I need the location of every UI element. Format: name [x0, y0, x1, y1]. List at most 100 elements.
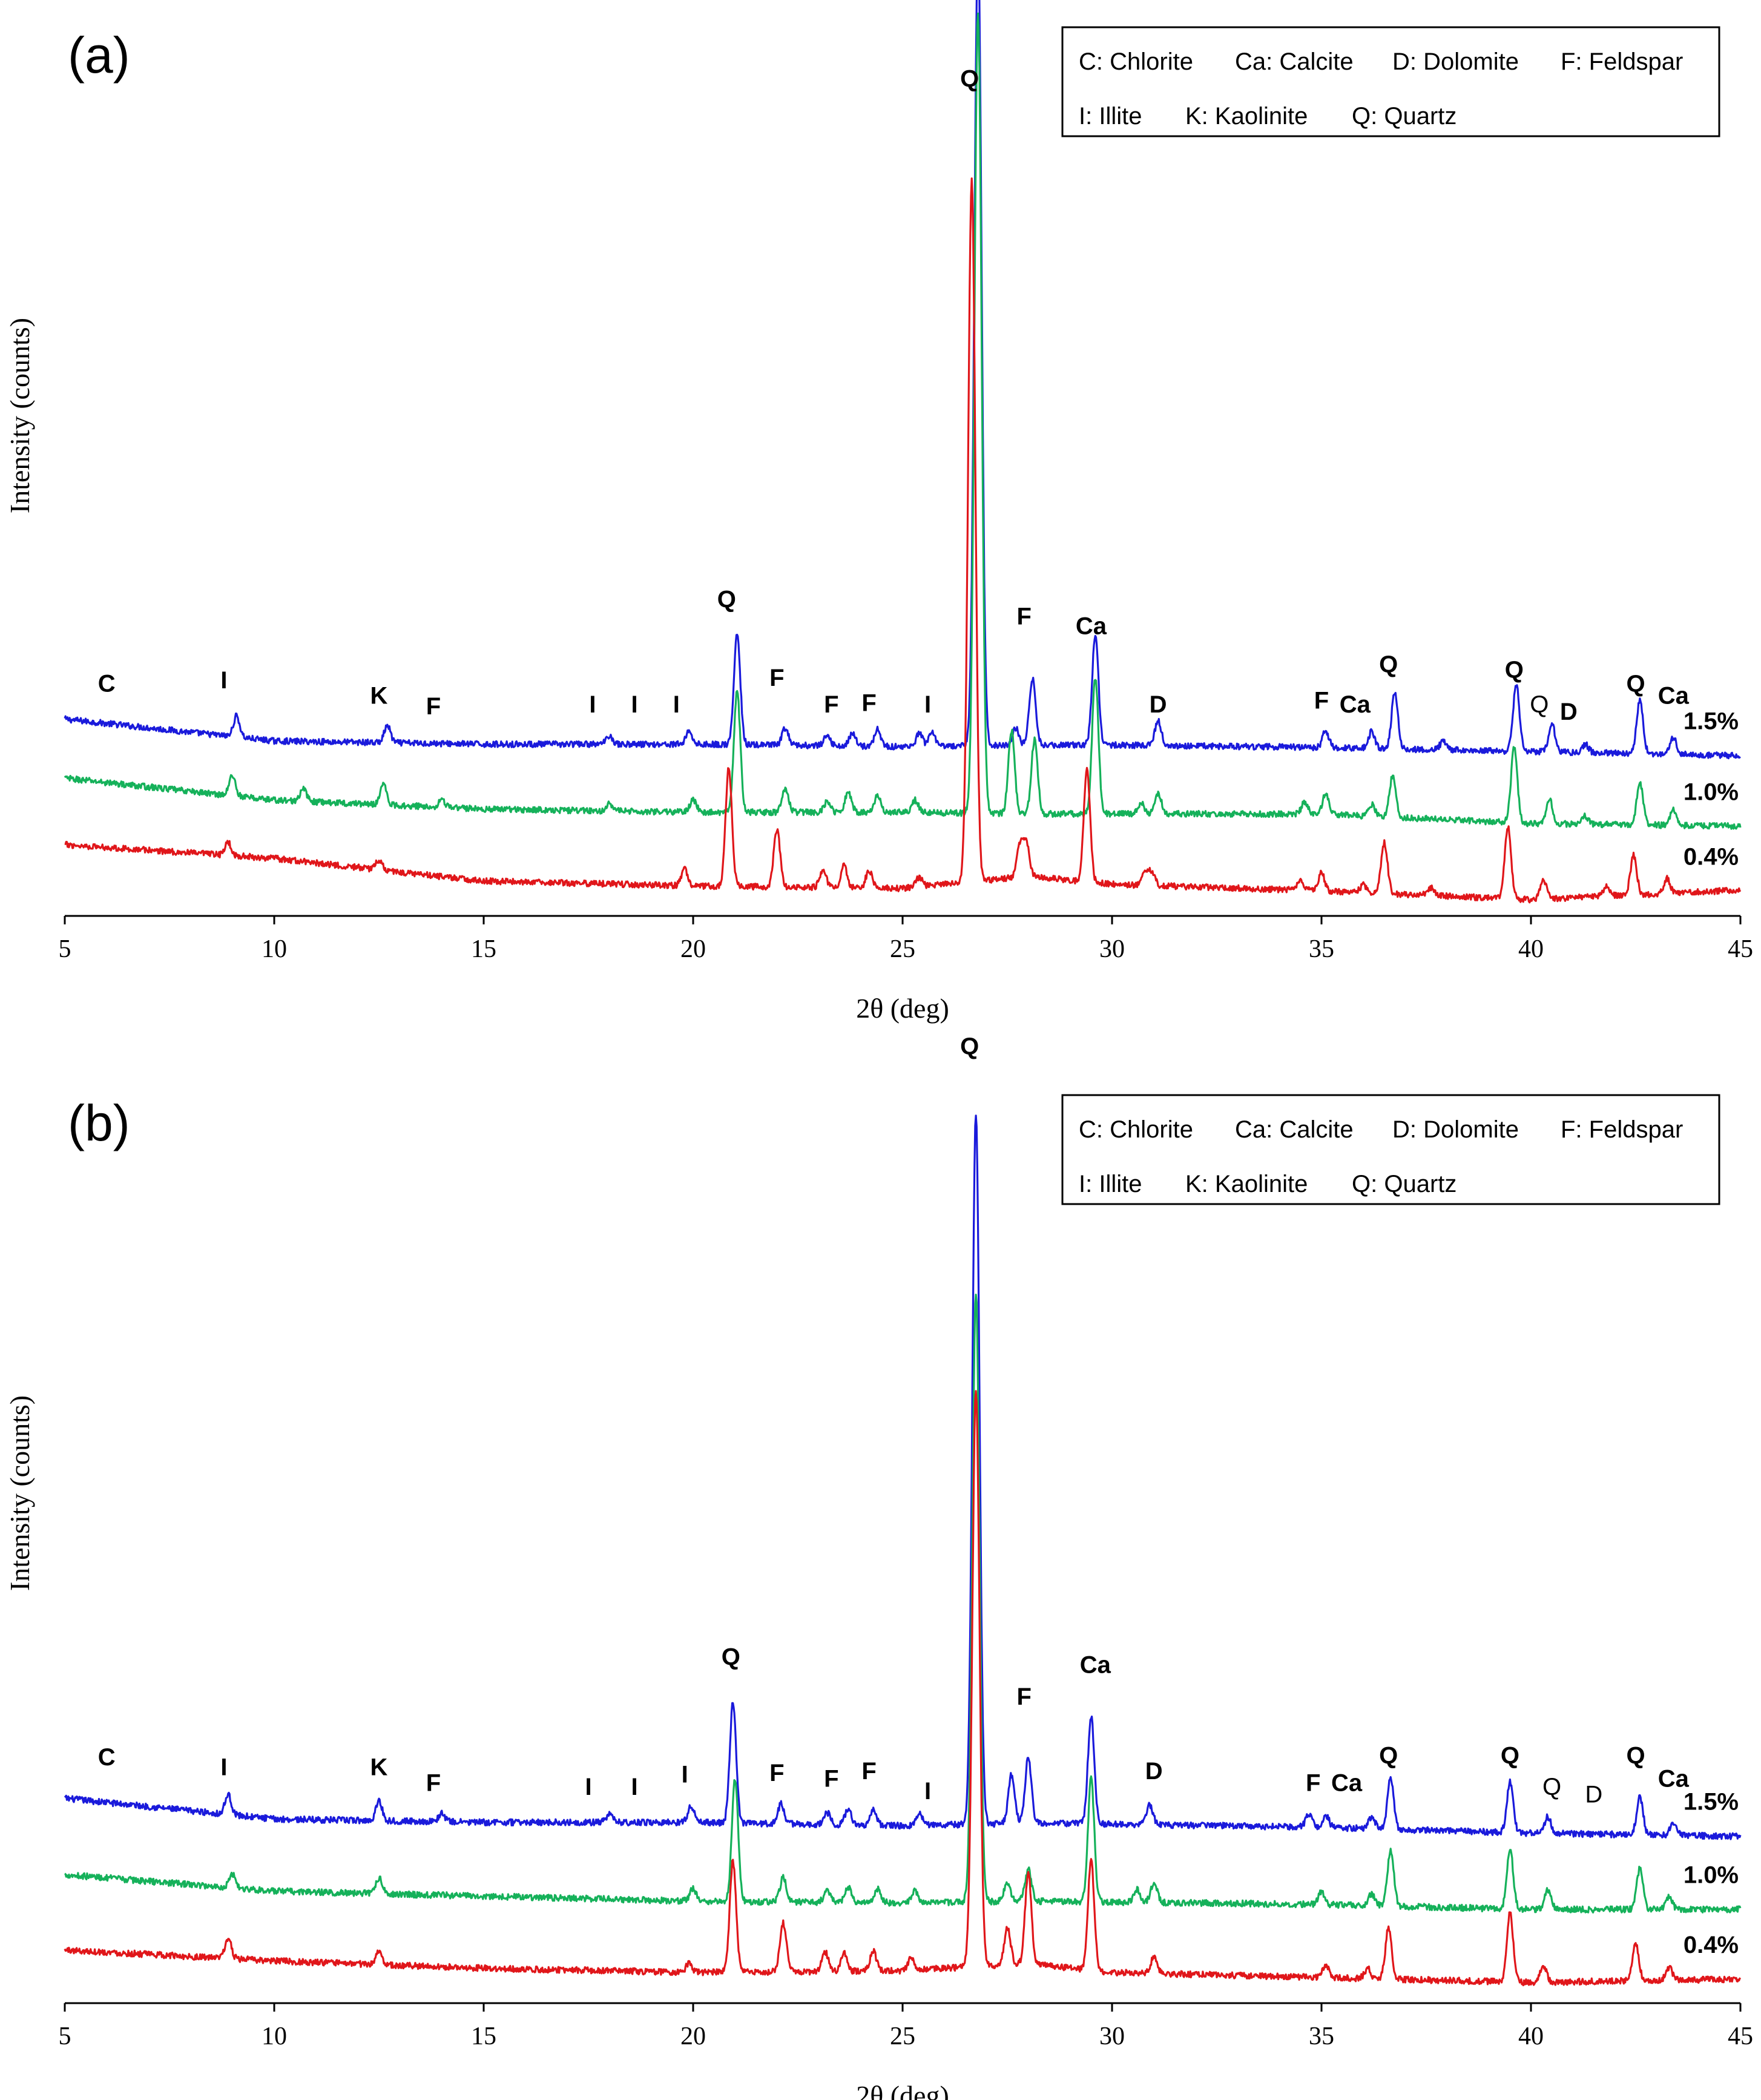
x-tick-label: 30	[1099, 935, 1125, 963]
peak-annotation: I	[589, 691, 596, 718]
panel-label: (b)	[68, 1094, 130, 1151]
peak-annotation: Q	[1626, 1742, 1645, 1769]
x-tick-label: 5	[59, 2023, 71, 2050]
peak-annotation: Q	[1379, 651, 1398, 677]
legend-entry: I: Illite	[1079, 1171, 1142, 1197]
peak-annotation: F	[824, 691, 838, 718]
peak-annotation: Q	[1530, 691, 1549, 718]
series-label: 1.5%	[1684, 708, 1739, 735]
y-axis-title: Intensity (counts)	[4, 318, 35, 513]
peak-annotation: Q	[1542, 1774, 1561, 1800]
x-tick-label: 10	[262, 935, 287, 963]
peak-annotation: F	[769, 1760, 784, 1786]
peak-annotation: F	[861, 690, 876, 716]
peak-annotation: Q	[722, 1644, 740, 1670]
legend-entry: K: Kaolinite	[1185, 103, 1308, 130]
series-label: 0.4%	[1684, 1932, 1739, 1958]
peak-annotation: D	[1585, 1781, 1602, 1808]
legend-entry: Ca: Calcite	[1235, 1116, 1354, 1143]
peak-annotation: D	[1145, 1758, 1163, 1785]
peak-annotation: I	[220, 1754, 227, 1780]
peak-annotation: F	[426, 693, 441, 720]
peak-annotation: I	[585, 1774, 591, 1800]
peak-annotation: F	[1314, 687, 1329, 714]
legend-entry: Q: Quartz	[1352, 1171, 1457, 1197]
x-tick-label: 25	[890, 2023, 915, 2050]
series-line	[64, 177, 1742, 904]
legend-entry: F: Feldspar	[1561, 1116, 1683, 1143]
peak-annotation: F	[426, 1769, 441, 1796]
legend-box	[1061, 26, 1720, 137]
series-label: 0.4%	[1684, 844, 1739, 871]
peak-annotation: D	[1150, 691, 1167, 718]
peak-annotation: K	[370, 682, 388, 709]
peak-annotation: D	[1560, 699, 1578, 725]
series-line	[64, 1114, 1742, 1840]
peak-annotation: Q	[960, 1033, 979, 1060]
legend-entry: C: Chlorite	[1079, 1116, 1193, 1143]
peak-annotation: I	[673, 691, 680, 718]
peak-annotation: I	[631, 1774, 638, 1800]
peak-annotation: I	[682, 1762, 688, 1788]
legend-box	[1061, 1094, 1720, 1205]
peak-annotation: Q	[960, 65, 979, 92]
x-tick-label: 15	[471, 2023, 496, 2050]
x-tick-label: 35	[1309, 935, 1334, 963]
x-tick-label: 25	[890, 935, 915, 963]
peak-annotation: C	[98, 670, 116, 697]
legend-entry: I: Illite	[1079, 103, 1142, 130]
legend: C: Chlorite Ca: Calcite D: Dolomite F: Feld…	[1061, 26, 1720, 137]
peak-annotation: I	[220, 667, 227, 694]
series-label: 1.0%	[1684, 778, 1739, 805]
series-line	[64, 1390, 1742, 1987]
series-label: 1.0%	[1684, 1861, 1739, 1888]
x-tick-label: 20	[680, 2023, 706, 2050]
series-line	[64, 12, 1742, 830]
peak-annotation: K	[370, 1754, 388, 1780]
panel-a: (a) C: Chlorite Ca: Calcite D: Dolomite F: F…	[4, 0, 1753, 1024]
peak-annotation: I	[924, 1778, 931, 1805]
peak-annotation: F	[769, 665, 784, 691]
x-axis-title: 2θ (deg)	[856, 2080, 949, 2100]
peak-annotation: Ca	[1331, 1769, 1363, 1796]
peak-annotation: Ca	[1658, 682, 1690, 709]
x-axis-title: 2θ (deg)	[856, 993, 949, 1024]
peak-annotation: F	[861, 1758, 876, 1785]
peak-annotation: Q	[1501, 1742, 1519, 1769]
legend-entry: K: Kaolinite	[1185, 1171, 1308, 1197]
panel-b: (b) C: Chlorite Ca: Calcite D: Dolomite F: F…	[4, 1033, 1753, 2100]
legend-entry: D: Dolomite	[1392, 48, 1519, 75]
peak-annotation: Q	[1505, 657, 1524, 683]
peak-annotation: Ca	[1658, 1765, 1690, 1792]
series-line	[64, 0, 1741, 760]
peak-annotation: F	[1016, 603, 1031, 630]
peak-annotation: Q	[1379, 1742, 1398, 1769]
peak-annotation: F	[1306, 1769, 1320, 1796]
x-tick-label: 45	[1728, 935, 1753, 963]
x-tick-label: 5	[59, 935, 71, 963]
y-axis-title: Intensity (counts)	[4, 1395, 35, 1591]
legend-entry: F: Feldspar	[1561, 48, 1683, 75]
peak-annotation: F	[1016, 1684, 1031, 1710]
legend-entry: Q: Quartz	[1352, 103, 1457, 130]
x-tick-label: 40	[1518, 2023, 1544, 2050]
x-tick-label: 35	[1309, 2023, 1334, 2050]
legend-entry: D: Dolomite	[1392, 1116, 1519, 1143]
x-tick-label: 10	[262, 2023, 287, 2050]
peak-annotation: I	[924, 691, 931, 718]
legend-entry: C: Chlorite	[1079, 48, 1193, 75]
x-tick-label: 45	[1728, 2023, 1753, 2050]
x-tick-label: 30	[1099, 2023, 1125, 2050]
peak-annotation: Q	[717, 586, 736, 613]
peak-annotation: Ca	[1340, 691, 1371, 718]
peak-annotation: C	[98, 1744, 116, 1771]
x-tick-label: 15	[471, 935, 496, 963]
series-label: 1.5%	[1684, 1788, 1739, 1815]
x-tick-label: 20	[680, 935, 706, 963]
peak-annotation: I	[631, 691, 638, 718]
peak-annotation: Ca	[1076, 613, 1107, 639]
series-line	[64, 1294, 1742, 1914]
legend: C: Chlorite Ca: Calcite D: Dolomite F: Feld…	[1061, 1094, 1720, 1205]
peak-annotation: F	[824, 1765, 838, 1792]
